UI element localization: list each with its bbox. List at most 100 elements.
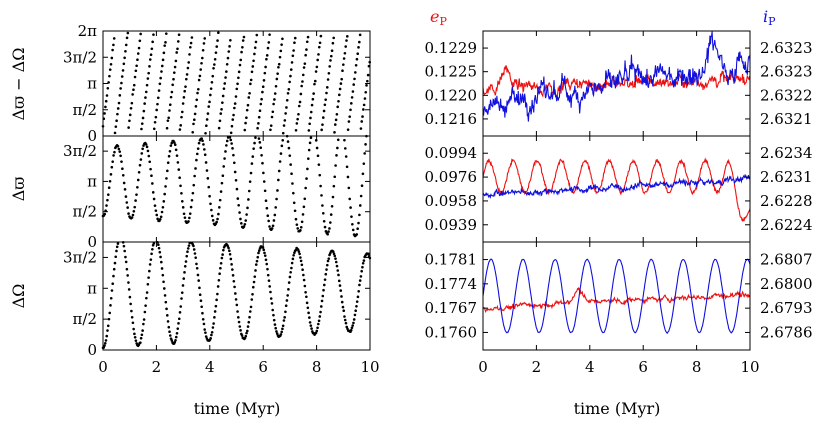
y-tick-label: π <box>87 172 97 190</box>
scatter-point <box>193 252 197 255</box>
scatter-point <box>344 321 348 325</box>
scatter-point <box>220 107 223 111</box>
scatter-point <box>142 322 145 326</box>
scatter-point <box>291 257 295 261</box>
y-tick-label-left: 0.0939 <box>425 216 478 234</box>
scatter-point <box>163 287 166 290</box>
x-tick-label: 2 <box>152 358 162 376</box>
scatter-point <box>291 182 294 185</box>
scatter-point <box>253 52 256 56</box>
scatter-point <box>275 197 278 201</box>
scatter-point <box>229 257 233 261</box>
scatter-point <box>331 250 335 253</box>
scatter-point <box>231 274 235 277</box>
scatter-point <box>267 219 270 223</box>
scatter-point <box>353 77 356 81</box>
scatter-point <box>184 260 188 263</box>
scatter-point <box>164 41 167 44</box>
scatter-point <box>200 137 203 140</box>
scatter-point <box>170 141 174 145</box>
scatter-point <box>118 150 122 153</box>
scatter-point <box>194 256 197 259</box>
scatter-point <box>334 164 337 167</box>
scatter-point <box>160 64 164 68</box>
scatter-point <box>167 325 171 329</box>
y-tick-label-right: 2.6322 <box>760 86 813 104</box>
scatter-point <box>149 258 153 261</box>
scatter-point <box>268 225 271 228</box>
scatter-point <box>275 77 279 81</box>
scatter-point <box>309 110 313 114</box>
scatter-point <box>250 298 254 301</box>
scatter-point <box>203 328 206 331</box>
scatter-point <box>236 82 239 86</box>
scatter-point <box>251 155 255 158</box>
scatter-point <box>361 261 365 265</box>
scatter-point <box>332 184 336 188</box>
scatter-point <box>156 96 160 100</box>
scatter-point <box>231 147 234 150</box>
scatter-point <box>323 225 327 229</box>
left-top-series <box>101 31 372 135</box>
scatter-point <box>185 77 188 81</box>
scatter-point <box>331 195 335 199</box>
scatter-point <box>302 205 306 209</box>
scatter-point <box>361 172 365 176</box>
scatter-point <box>210 214 214 218</box>
scatter-point <box>366 79 369 83</box>
scatter-point <box>205 124 208 127</box>
scatter-point <box>329 213 333 216</box>
scatter-point <box>322 219 326 223</box>
scatter-point <box>242 225 246 228</box>
scatter-point <box>278 55 282 59</box>
scatter-point <box>145 296 148 300</box>
scatter-point <box>219 190 223 193</box>
scatter-point <box>274 326 278 330</box>
scatter-point <box>215 220 218 224</box>
scatter-point <box>142 109 146 113</box>
scatter-point <box>260 97 263 101</box>
scatter-point <box>281 131 285 135</box>
scatter-point <box>299 256 302 259</box>
scatter-point <box>210 333 213 337</box>
scatter-point <box>252 280 256 284</box>
scatter-point <box>290 266 293 270</box>
scatter-point <box>209 337 212 340</box>
scatter-point <box>158 218 162 221</box>
scatter-point <box>208 194 211 198</box>
x-tick-label: 10 <box>360 358 379 376</box>
scatter-point <box>239 217 242 221</box>
scatter-point <box>334 260 338 264</box>
scatter-point <box>152 197 156 201</box>
scatter-point <box>162 51 166 55</box>
ylabel-left-middle: Δϖ <box>9 177 28 202</box>
scatter-point <box>333 254 337 258</box>
scatter-point <box>259 146 263 150</box>
scatter-point <box>346 35 349 38</box>
scatter-point <box>192 248 196 251</box>
scatter-point <box>138 39 142 43</box>
scatter-point <box>300 84 303 88</box>
scatter-point <box>355 57 359 61</box>
scatter-point <box>269 290 272 294</box>
scatter-point <box>105 204 108 207</box>
scatter-point <box>182 277 186 280</box>
scatter-point <box>115 249 118 253</box>
scatter-point <box>131 321 135 325</box>
scatter-point <box>187 244 191 247</box>
scatter-point <box>336 269 340 272</box>
scatter-point <box>309 136 313 139</box>
scatter-point <box>134 69 138 73</box>
scatter-point <box>216 285 220 288</box>
scatter-point <box>258 141 262 144</box>
scatter-point <box>243 336 247 340</box>
scatter-point <box>316 326 319 330</box>
scatter-point <box>304 186 307 190</box>
scatter-point <box>309 324 313 327</box>
scatter-point <box>264 65 267 69</box>
scatter-point <box>325 91 328 95</box>
scatter-point <box>257 115 261 119</box>
scatter-point <box>247 189 251 193</box>
scatter-point <box>355 300 359 303</box>
